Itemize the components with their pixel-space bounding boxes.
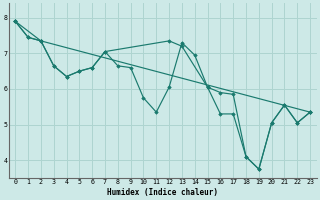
X-axis label: Humidex (Indice chaleur): Humidex (Indice chaleur) <box>107 188 218 197</box>
